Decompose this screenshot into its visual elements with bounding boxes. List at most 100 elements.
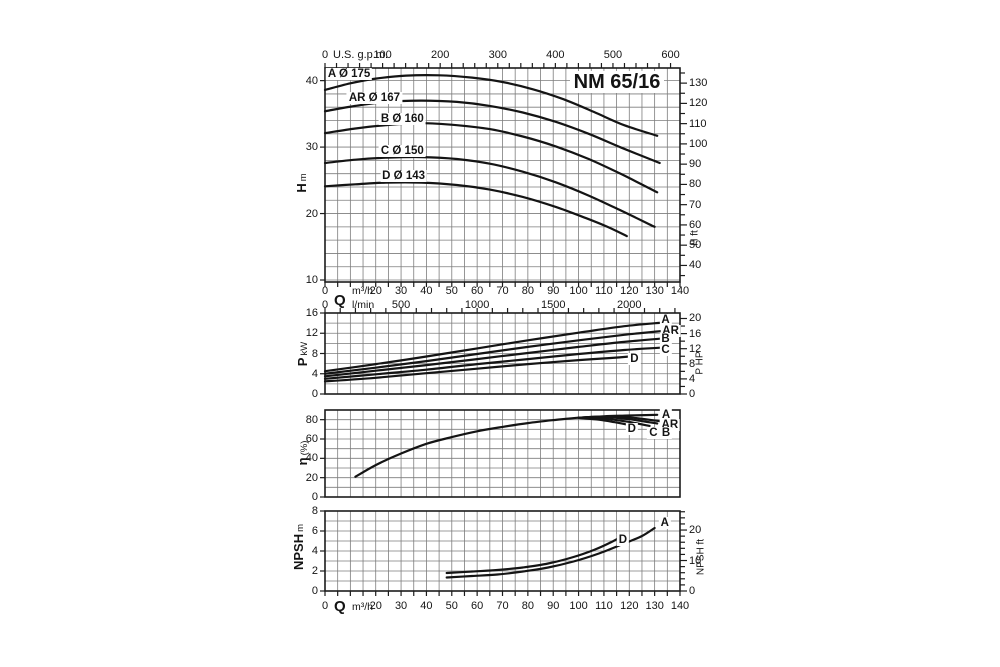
head-x-tick-label: 100: [569, 285, 588, 297]
power-top-tick-label: 1000: [464, 299, 490, 311]
eff-y-tick-label: 40: [305, 452, 318, 465]
npsh-x-tick-label: 70: [496, 600, 509, 612]
head-curve-A: [323, 74, 659, 137]
npsh-y-tick-label: 4: [311, 545, 318, 557]
head-x-tick-label: 20: [369, 285, 382, 297]
eff-curve-label-D: D: [625, 423, 638, 436]
eff-curve-label-B: B: [659, 427, 673, 440]
power-top-tick-label: 500: [391, 299, 411, 311]
npsh-curve-label-A: A: [658, 517, 671, 529]
m3h-unit-label-bottom: m³/h: [352, 601, 373, 613]
head-right-tick-label: 130: [689, 77, 708, 90]
npsh-x-tick-label: 40: [420, 600, 433, 612]
flow-symbol-mid: Q: [334, 292, 346, 309]
head-y-tick-label: 10: [305, 274, 318, 286]
head-x-tick-label: 80: [521, 285, 534, 297]
head-y-tick-label: 30: [305, 141, 318, 154]
gpm-axis-unit-label: U.S. g.p.m.: [333, 49, 389, 61]
head-curve-label-A: A Ø 175: [325, 67, 373, 80]
power-right-tick-label: 20: [689, 312, 702, 325]
lmin-unit-label-mid: l/min: [352, 299, 375, 311]
head-top-tick-label: 100: [373, 49, 392, 61]
power-curve-AR: [323, 329, 666, 375]
npsh-x-tick-label: 110: [595, 600, 613, 612]
power-axis-unit: kW: [299, 341, 310, 356]
head-right-tick-label: 90: [689, 158, 702, 171]
head-top-tick-label: 600: [661, 49, 680, 61]
head-curve-AR: [323, 99, 661, 165]
power-axis-title: PkW: [294, 342, 312, 366]
head-right-tick-label: 40: [689, 259, 702, 272]
head-right-tick-label: 70: [689, 198, 702, 211]
head-x-tick-label: 70: [496, 285, 509, 297]
eff-y-tick-label: 80: [305, 413, 318, 426]
power-y-tick-label: 8: [311, 347, 318, 360]
head-axis-title: Hm: [293, 173, 311, 192]
head-y-tick-label: 40: [305, 74, 318, 87]
npsh-axis-title: NPSHm: [290, 524, 308, 570]
head-curve-C: [323, 155, 656, 228]
power-y-tick-label: 4: [311, 367, 318, 380]
power-y-tick-label: 12: [305, 327, 318, 340]
head-x-tick-label: 0: [321, 285, 329, 297]
head-x-tick-label: 60: [471, 285, 484, 297]
head-curve-label-B: B Ø 160: [378, 113, 426, 126]
power-right-tick-label: 16: [689, 327, 702, 340]
head-x-tick-label: 110: [595, 285, 613, 297]
flow-symbol-bottom: Q: [334, 598, 346, 615]
eff-curve-D: [577, 416, 631, 427]
power-y-tick-label: 16: [305, 307, 318, 319]
npsh-x-tick-label: 30: [394, 600, 408, 612]
head-right-tick-label: 120: [689, 97, 708, 110]
npsh-curve-label-D: D: [616, 534, 630, 546]
efficiency-axis-symbol: η: [295, 457, 310, 466]
npsh-axis-unit: m: [295, 523, 306, 532]
head-right-tick-label: 60: [689, 218, 702, 231]
head-curve-label-AR: AR Ø 167: [346, 91, 403, 104]
head-x-tick-label: 120: [620, 285, 639, 297]
head-right-tick-label: 80: [689, 178, 702, 191]
power-right-tick-label: 0: [689, 388, 696, 400]
npsh-x-tick-label: 140: [670, 600, 690, 612]
eff-curve-label-A: A: [659, 408, 673, 421]
power-curve-label-A: A: [659, 314, 672, 327]
npsh-y-tick-label: 6: [311, 525, 318, 537]
npsh-axis-symbol: NPSH: [291, 533, 306, 571]
head-top-tick-label: 400: [546, 49, 565, 61]
eff-y-tick-label: 20: [305, 471, 318, 484]
head-x-tick-label: 50: [445, 285, 458, 297]
power-top-tick-label: 1500: [540, 299, 566, 311]
npsh-x-tick-label: 100: [569, 600, 588, 612]
npsh-y-tick-label: 8: [311, 505, 318, 517]
head-x-tick-label: 40: [420, 285, 433, 297]
efficiency-axis-title: η(%): [294, 441, 312, 466]
power-curve-D: [323, 355, 631, 383]
head-curve-label-C: C Ø 150: [378, 145, 426, 158]
power-curve-label-B: B: [659, 333, 672, 346]
npsh-x-tick-label: 120: [620, 600, 639, 612]
head-axis-symbol: H: [294, 183, 309, 193]
npsh-x-tick-label: 60: [471, 600, 484, 612]
npsh-x-tick-label: 50: [445, 600, 458, 612]
power-curve-B: [323, 337, 666, 378]
npsh-curve-D: [445, 533, 626, 575]
power-right-tick-label: 8: [689, 357, 696, 370]
head-right-tick-label: 110: [689, 117, 707, 130]
head-y-tick-label: 20: [305, 207, 318, 220]
head-x-tick-label: 90: [547, 285, 560, 297]
pump-model-title: NM 65/16: [570, 71, 664, 93]
power-right-tick-label: 4: [689, 372, 696, 385]
npsh-right-tick-label: 10: [689, 554, 702, 567]
npsh-right-axis-title: NPSH ft: [695, 538, 707, 576]
npsh-right-tick-label: 20: [689, 524, 702, 537]
power-curve-label-D: D: [628, 352, 641, 365]
head-top-tick-label: 500: [603, 49, 623, 61]
power-y-tick-label: 0: [311, 388, 318, 400]
head-top-tick-label: 0: [321, 49, 329, 61]
eff-y-tick-label: 60: [305, 433, 318, 445]
head-curve-D: [323, 181, 628, 238]
eff-curve-label-C: C: [647, 427, 660, 440]
m3h-unit-label-mid: m³/h: [352, 285, 373, 297]
power-curve-label-C: C: [659, 343, 672, 356]
